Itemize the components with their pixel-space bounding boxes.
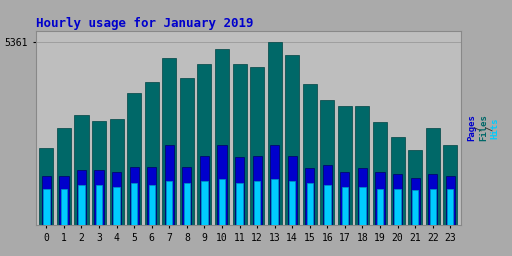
Text: Hourly usage for January 2019: Hourly usage for January 2019 [36, 17, 253, 29]
Bar [359, 187, 366, 225]
Bar [218, 145, 226, 225]
Bar [198, 64, 211, 225]
Bar [412, 190, 418, 225]
Bar [355, 106, 370, 225]
Bar [235, 157, 244, 225]
Bar [447, 189, 454, 225]
Bar [393, 174, 402, 225]
Bar [342, 187, 348, 225]
Bar [375, 172, 385, 225]
Bar [96, 185, 102, 225]
Bar [305, 168, 314, 225]
Text: Pages: Pages [467, 115, 477, 141]
Bar [110, 119, 123, 225]
Bar [78, 185, 84, 225]
Bar [252, 156, 262, 225]
Bar [289, 181, 295, 225]
Bar [114, 187, 120, 225]
Bar [184, 183, 190, 225]
Bar [147, 167, 156, 225]
Bar [338, 106, 352, 225]
Bar [443, 145, 457, 225]
Bar [425, 128, 440, 225]
Bar [446, 176, 455, 225]
Text: /: / [485, 125, 494, 131]
Bar [232, 64, 247, 225]
Bar [323, 165, 332, 225]
Bar [43, 189, 50, 225]
Bar [430, 189, 436, 225]
Bar [182, 167, 191, 225]
Bar [411, 178, 420, 225]
Bar [180, 78, 194, 225]
Bar [112, 172, 121, 225]
Bar [162, 58, 176, 225]
Bar [42, 176, 51, 225]
Bar [130, 167, 139, 225]
Bar [303, 84, 317, 225]
Text: Hits: Hits [490, 117, 499, 139]
Bar [59, 176, 69, 225]
Bar [307, 183, 313, 225]
Bar [219, 179, 225, 225]
Bar [250, 67, 264, 225]
Bar [77, 170, 86, 225]
Bar [428, 174, 437, 225]
Bar [165, 145, 174, 225]
Bar [394, 189, 401, 225]
Bar [285, 55, 299, 225]
Bar [95, 170, 103, 225]
Bar [321, 100, 334, 225]
Bar [254, 181, 260, 225]
Bar [237, 183, 243, 225]
Bar [270, 145, 279, 225]
Bar [74, 115, 89, 225]
Bar [340, 172, 350, 225]
Bar [201, 181, 207, 225]
Bar [145, 82, 159, 225]
Bar [166, 181, 173, 225]
Bar [358, 168, 367, 225]
Bar [148, 185, 155, 225]
Text: Files: Files [479, 115, 488, 141]
Bar [131, 183, 137, 225]
Bar [61, 189, 67, 225]
Bar [92, 121, 106, 225]
Bar [200, 156, 209, 225]
Bar [391, 137, 404, 225]
Bar [268, 42, 282, 225]
Bar [373, 122, 387, 225]
Bar [215, 49, 229, 225]
Bar [377, 189, 383, 225]
Bar [324, 185, 331, 225]
Bar [57, 128, 71, 225]
Bar [271, 179, 278, 225]
Text: /: / [474, 125, 483, 131]
Bar [288, 156, 297, 225]
Bar [39, 148, 53, 225]
Bar [408, 150, 422, 225]
Bar [127, 93, 141, 225]
